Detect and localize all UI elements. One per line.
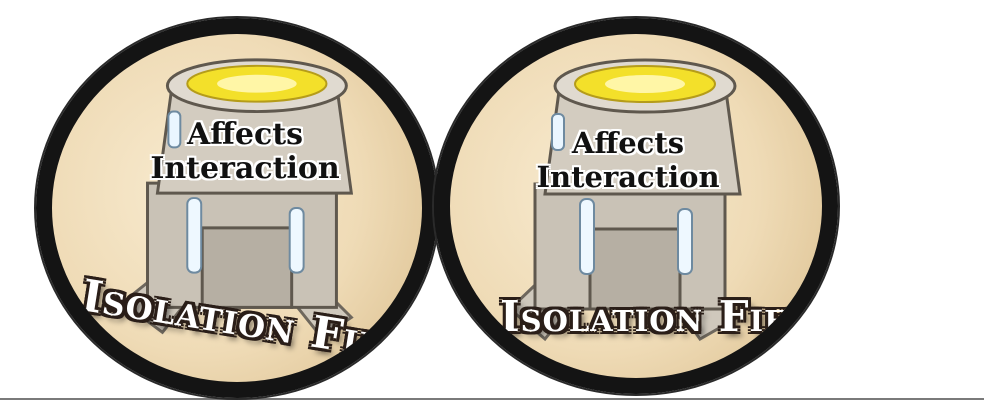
isolation-field-tower-icon [507,58,742,342]
effect-label-line1: Affects [571,126,685,160]
page-divider-line [0,398,984,400]
effect-label-line1: Affects [186,117,303,152]
effect-label: Affects Interaction [60,117,422,186]
effect-label-line2: Interaction [536,160,720,194]
token-title: Isolation Field [500,292,835,341]
isolation-field-token[interactable]: Affects Interaction Isolation Field [36,18,438,398]
effect-label: Affects Interaction [450,126,814,194]
isolation-field-token[interactable]: Affects Interaction Isolation Field [434,18,838,394]
isolation-field-tower-icon [120,58,354,340]
effect-label-line2: Interaction [150,151,340,186]
